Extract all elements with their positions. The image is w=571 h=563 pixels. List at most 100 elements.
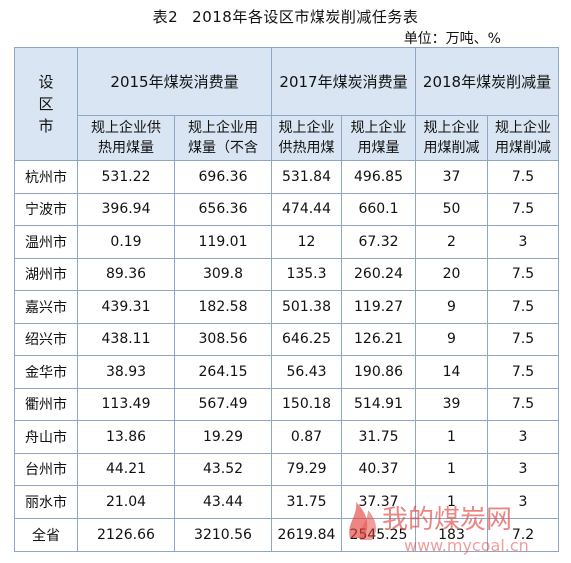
cell-coal-2017-industrial: 496.85: [341, 160, 416, 194]
header-2017-consumption: 2017年煤炭消费量: [271, 47, 416, 116]
subheader-2015-heating: 规上企业供 热用煤量: [77, 115, 175, 161]
cell-coal-2017-heating: 12: [271, 225, 342, 259]
cell-coal-2015-industrial: 119.01: [174, 225, 272, 259]
cell-coal-2015-heating: 531.22: [77, 160, 175, 194]
cell-coal-2015-heating: 439.31: [77, 290, 175, 324]
cell-city: 衢州市: [14, 387, 78, 421]
coal-reduction-table: 设 区 市 2015年煤炭消费量 2017年煤炭消费量 2018年煤炭削减量 规…: [14, 47, 559, 552]
cell-coal-2015-heating: 2126.66: [77, 517, 175, 552]
cell-reduction-2018-a: 37: [415, 160, 488, 194]
table-title: 表2 2018年各设区市煤炭削减任务表: [0, 6, 571, 27]
table-row: 金华市 38.93 264.15 56.43 190.86 14 7.5: [14, 355, 559, 389]
cell-reduction-2018-b: 7.5: [487, 257, 559, 291]
table-title-text: 2018年各设区市煤炭削减任务表: [192, 8, 419, 26]
table-row: 湖州市 89.36 309.8 135.3 260.24 20 7.5: [14, 257, 559, 291]
cell-reduction-2018-b: 7.5: [487, 290, 559, 324]
table-row: 温州市 0.19 119.01 12 67.32 2 3: [14, 225, 559, 259]
cell-reduction-2018-b: 3: [487, 452, 559, 486]
cell-coal-2015-industrial: 308.56: [174, 322, 272, 356]
cell-coal-2017-industrial: 260.24: [341, 257, 416, 291]
cell-coal-2015-industrial: 3210.56: [174, 517, 272, 552]
header-row-sub: 规上企业供 热用煤量 规上企业用 煤量（不含 规上企业 供热用煤 规上企业 用煤量 规上…: [15, 115, 559, 161]
cell-coal-2015-industrial: 309.8: [174, 257, 272, 291]
cell-coal-2015-heating: 21.04: [77, 485, 175, 519]
cell-coal-2015-heating: 13.86: [77, 420, 175, 454]
cell-coal-2015-industrial: 656.36: [174, 192, 272, 226]
header-city: 设 区 市: [14, 47, 78, 161]
cell-coal-2017-heating: 2619.84: [271, 517, 342, 552]
cell-coal-2017-heating: 56.43: [271, 355, 342, 389]
table-row: 绍兴市 438.11 308.56 646.25 126.21 9 7.5: [14, 322, 559, 356]
cell-coal-2015-industrial: 19.29: [174, 420, 272, 454]
cell-reduction-2018-a: 1: [415, 452, 488, 486]
cell-reduction-2018-a: 39: [415, 387, 488, 421]
cell-coal-2015-industrial: 696.36: [174, 160, 272, 194]
cell-city: 湖州市: [14, 257, 78, 291]
cell-city: 丽水市: [14, 485, 78, 519]
table-row: 舟山市 13.86 19.29 0.87 31.75 1 3: [14, 420, 559, 454]
cell-coal-2015-industrial: 43.44: [174, 485, 272, 519]
cell-coal-2015-heating: 44.21: [77, 452, 175, 486]
table-row: 台州市 44.21 43.52 79.29 40.37 1 3: [14, 452, 559, 486]
cell-coal-2015-heating: 113.49: [77, 387, 175, 421]
cell-city: 金华市: [14, 355, 78, 389]
cell-reduction-2018-b: 3: [487, 420, 559, 454]
cell-coal-2017-heating: 150.18: [271, 387, 342, 421]
cell-coal-2015-industrial: 43.52: [174, 452, 272, 486]
table-row: 衢州市 113.49 567.49 150.18 514.91 39 7.5: [14, 387, 559, 421]
cell-reduction-2018-a: 1: [415, 420, 488, 454]
table-number: 表2: [152, 8, 179, 26]
cell-coal-2015-heating: 396.94: [77, 192, 175, 226]
subheader-2017-heating: 规上企业 供热用煤: [271, 115, 342, 161]
table-row: 嘉兴市 439.31 182.58 501.38 119.27 9 7.5: [14, 290, 559, 324]
cell-coal-2015-heating: 438.11: [77, 322, 175, 356]
cell-reduction-2018-b: 3: [487, 485, 559, 519]
cell-coal-2017-heating: 79.29: [271, 452, 342, 486]
cell-reduction-2018-a: 50: [415, 192, 488, 226]
cell-coal-2015-industrial: 567.49: [174, 387, 272, 421]
header-row-groups: 设 区 市 2015年煤炭消费量 2017年煤炭消费量 2018年煤炭削减量: [14, 47, 559, 161]
cell-coal-2017-heating: 646.25: [271, 322, 342, 356]
subheader-2015-industrial: 规上企业用 煤量（不含: [174, 115, 272, 161]
cell-coal-2015-industrial: 264.15: [174, 355, 272, 389]
cell-city: 嘉兴市: [14, 290, 78, 324]
cell-city: 宁波市: [14, 192, 78, 226]
cell-coal-2015-heating: 38.93: [77, 355, 175, 389]
cell-reduction-2018-a: 2: [415, 225, 488, 259]
cell-reduction-2018-b: 7.5: [487, 387, 559, 421]
cell-city: 台州市: [14, 452, 78, 486]
cell-coal-2017-heating: 0.87: [271, 420, 342, 454]
table-row: 杭州市 531.22 696.36 531.84 496.85 37 7.5: [14, 160, 559, 194]
header-2018-reduction: 2018年煤炭削减量: [415, 47, 559, 116]
cell-coal-2015-heating: 0.19: [77, 225, 175, 259]
cell-reduction-2018-a: 183: [415, 517, 488, 552]
cell-coal-2017-heating: 474.44: [271, 192, 342, 226]
cell-coal-2017-industrial: 67.32: [341, 225, 416, 259]
table-row: 宁波市 396.94 656.36 474.44 660.1 50 7.5: [14, 192, 559, 226]
cell-reduction-2018-b: 3: [487, 225, 559, 259]
cell-reduction-2018-b: 7.5: [487, 160, 559, 194]
subheader-2018-reduction-b: 规上企业 用煤削减: [487, 115, 559, 161]
cell-reduction-2018-a: 9: [415, 290, 488, 324]
cell-coal-2017-industrial: 514.91: [341, 387, 416, 421]
cell-reduction-2018-a: 14: [415, 355, 488, 389]
cell-coal-2017-heating: 531.84: [271, 160, 342, 194]
subheader-2017-industrial: 规上企业 用煤量: [341, 115, 416, 161]
cell-coal-2015-industrial: 182.58: [174, 290, 272, 324]
cell-city: 舟山市: [14, 420, 78, 454]
cell-coal-2017-industrial: 2545.25: [341, 517, 416, 552]
subheader-2018-reduction-a: 规上企业 用煤削减: [415, 115, 488, 161]
cell-city: 温州市: [14, 225, 78, 259]
header-2015-consumption: 2015年煤炭消费量: [77, 47, 272, 116]
cell-city: 绍兴市: [14, 322, 78, 356]
cell-coal-2017-industrial: 119.27: [341, 290, 416, 324]
cell-coal-2017-industrial: 37.37: [341, 485, 416, 519]
cell-coal-2017-industrial: 190.86: [341, 355, 416, 389]
cell-coal-2017-heating: 135.3: [271, 257, 342, 291]
cell-city: 全省: [14, 517, 78, 552]
cell-reduction-2018-b: 7.5: [487, 355, 559, 389]
cell-coal-2017-industrial: 660.1: [341, 192, 416, 226]
cell-reduction-2018-b: 7.2: [487, 517, 559, 552]
cell-city: 杭州市: [14, 160, 78, 194]
cell-reduction-2018-a: 20: [415, 257, 488, 291]
